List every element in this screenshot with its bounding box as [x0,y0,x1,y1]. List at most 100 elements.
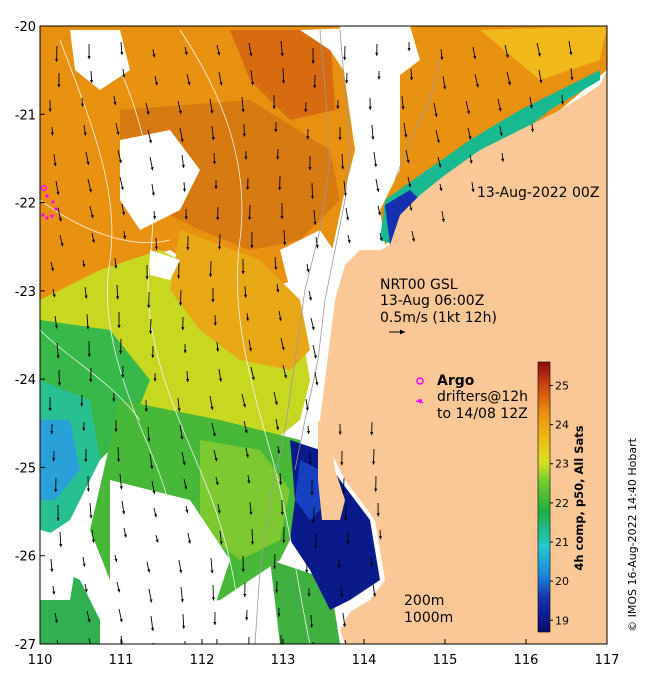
y-tick-label: -27 [15,638,36,653]
current-arrowhead [278,187,282,191]
current-arrowhead [91,239,95,243]
current-arrowhead [376,188,380,192]
bathymetry-lines [254,29,441,644]
current-arrowhead [58,218,62,222]
current-arrowhead [338,431,342,435]
current-arrowhead [310,492,314,496]
current-arrowhead [218,378,223,382]
current-arrowhead [408,183,412,188]
current-arrowhead [374,488,378,492]
current-arrow [56,639,59,644]
current-arrowhead [340,594,344,598]
current-arrowhead [345,216,350,221]
current-arrowhead [180,599,184,603]
current-arrowhead [212,161,217,165]
credit-text: © IMOS 16-Aug-2022 14:40 Hobart [626,437,639,631]
current-arrowhead [372,593,377,597]
current-arrowhead [60,243,64,247]
current-arrowhead [186,378,190,383]
colorbar-tick-label: 24 [555,419,569,432]
current-arrowhead [80,103,85,107]
drifters-legend-line-2: to 14/08 12Z [437,406,528,422]
current-arrowhead [148,330,153,334]
velocity-scale-arrow [389,329,405,335]
current-arrowhead [120,51,124,56]
current-arrowhead [370,432,374,436]
current-arrowhead [50,568,54,572]
current-arrowhead [469,160,473,164]
current-arrowhead [219,82,223,86]
current-arrowhead [247,480,251,484]
current-arrowhead [210,110,214,114]
current-arrowhead [154,246,158,250]
current-arrowhead [210,406,214,410]
current-arrowhead [529,105,533,109]
current-arrowhead [282,539,286,543]
current-arrowhead [185,509,189,513]
current-arrowhead [248,348,253,352]
current-arrowhead [148,139,152,144]
current-arrowhead [338,136,342,141]
current-arrowhead [250,244,254,248]
current-arrowhead [52,591,56,595]
current-arrowhead [283,374,288,379]
colorbar [538,362,550,632]
current-arrowhead [371,461,376,465]
current-arrowhead [368,106,372,110]
current-arrow [344,639,347,644]
current-arrowhead [438,164,442,168]
current-arrowhead [249,52,253,56]
y-tick-label: -21 [15,108,36,123]
current-arrowhead [89,379,93,383]
current-arrowhead [347,239,351,244]
current-arrowhead [314,545,318,549]
current-arrowhead [84,295,88,299]
current-arrowhead [343,192,347,197]
current-arrowhead [307,593,311,597]
x-tick-label: 115 [433,653,458,668]
current-arrowhead [440,56,444,60]
current-arrowhead [377,76,381,80]
current-arrowhead [340,462,344,466]
y-tick-label: -25 [15,461,36,476]
current-arrowhead [280,512,284,516]
current-arrowhead [183,350,187,354]
current-arrowhead [120,186,124,190]
info-line-3: 0.5m/s (1kt 12h) [380,310,497,326]
current-arrowhead [152,654,155,657]
current-arrowhead [370,563,374,567]
current-arrowhead [52,458,56,462]
current-arrowhead [91,539,95,543]
current-arrowhead [342,623,347,627]
current-arrow [152,642,154,644]
current-arrowhead [468,136,472,140]
current-arrowhead [409,77,414,81]
current-arrowhead [84,458,88,462]
current-arrowhead [280,53,284,57]
current-arrowhead [313,355,317,359]
current-arrowhead [48,108,52,112]
current-arrowhead [54,619,58,623]
current-arrowhead [184,51,188,56]
x-tick-label: 114 [352,653,377,668]
current-arrowhead [241,271,245,275]
current-arrowhead [152,216,157,220]
current-arrowhead [215,481,219,486]
current-arrowhead [210,570,214,574]
current-arrowhead [251,376,255,381]
current-arrowhead [177,275,181,279]
current-arrowhead [277,450,281,454]
current-arrowhead [153,514,158,518]
current-arrowhead [211,597,216,601]
current-arrowhead [377,211,382,216]
current-arrowhead [83,132,87,136]
colorbar-tick-label: 21 [555,536,569,549]
current-arrowhead [84,589,88,593]
colorbar-tick-label: 25 [555,379,569,392]
current-arrowhead [211,299,215,303]
current-arrowhead [118,159,122,164]
current-arrowhead [379,237,383,241]
current-arrowhead [501,158,505,162]
current-arrowhead [90,648,93,651]
current-arrowhead [153,378,157,382]
